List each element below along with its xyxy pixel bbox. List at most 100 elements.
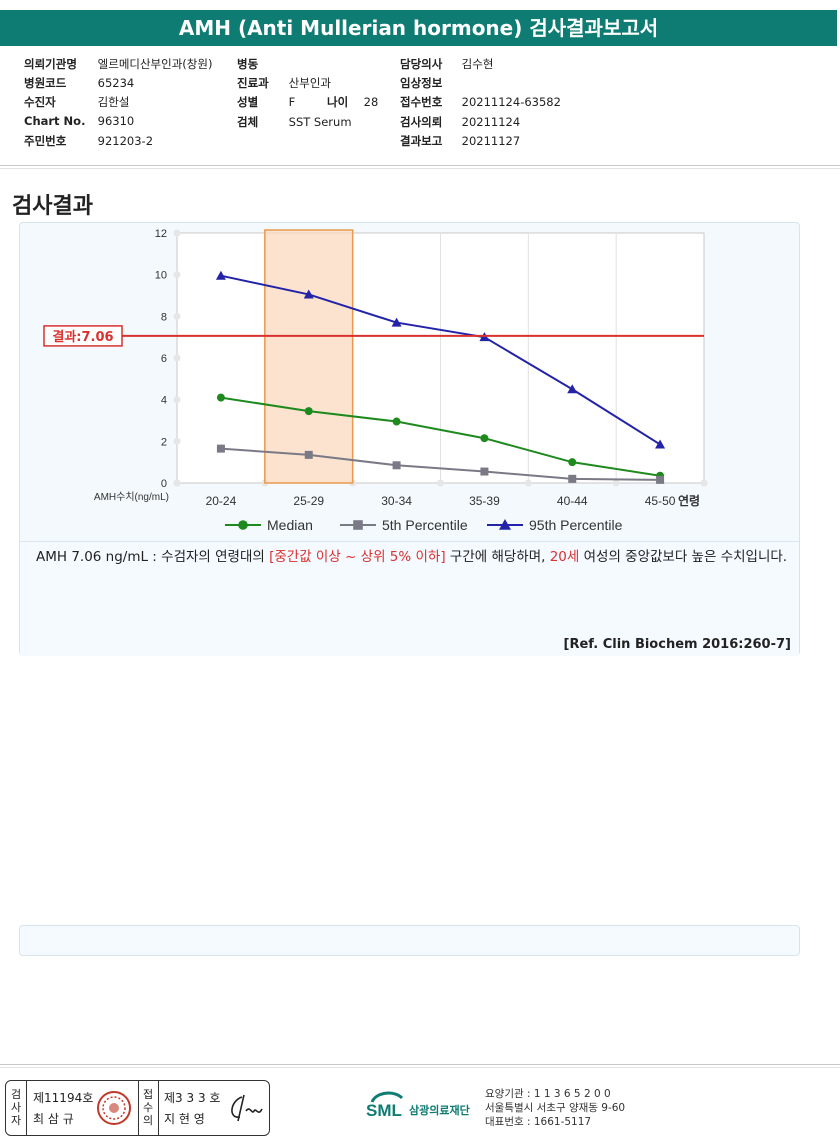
sml-logo-icon: SML 삼광의료재단 — [366, 1091, 470, 1120]
inspector-name: 최 삼 규 — [33, 1112, 74, 1126]
label: 임상정보 — [400, 76, 443, 90]
report-title: AMH (Anti Mullerian hormone) 검사결과보고서 — [0, 10, 837, 46]
divider — [158, 1081, 159, 1135]
y-tick-dot — [173, 479, 181, 487]
label: 접수번호 — [400, 95, 443, 109]
y-tick-label: 10 — [155, 270, 167, 282]
data-point — [568, 474, 577, 483]
desc-text: AMH 7.06 ng/mL : 수검자의 연령대의 — [36, 549, 270, 565]
inspector-license: 제11194호 — [33, 1091, 94, 1105]
y-tick-dot — [173, 396, 181, 404]
inspector-label: 검사자 — [8, 1088, 24, 1127]
label: 검체 — [237, 115, 259, 129]
y-tick-label: 2 — [161, 436, 167, 448]
legend-swatch-marker — [353, 520, 363, 530]
value: F — [288, 95, 296, 109]
value: SST Serum — [288, 115, 352, 129]
info-ward: 병동 — [237, 56, 262, 72]
confirmer-label: 접수의 — [140, 1088, 156, 1127]
inspector-seal — [97, 1091, 131, 1125]
confirmer-name: 지 현 영 — [164, 1112, 205, 1126]
value: 엘르메디산부인과(창원) — [97, 57, 213, 71]
inspector-label-text: 검사자 — [10, 1088, 22, 1127]
series-line — [220, 396, 661, 477]
care-code: 요양기관 : 1 1 3 6 5 2 0 0 — [485, 1088, 611, 1100]
axis-dot — [612, 479, 620, 487]
label: 검사의뢰 — [400, 115, 443, 129]
label: 결과보고 — [400, 134, 443, 148]
legend-swatch-marker — [499, 519, 511, 530]
signature-box: 검사자 제11194호 최 삼 규 접수의 제3 3 3 호 지 현 영 — [5, 1080, 270, 1136]
label: 진료과 — [237, 76, 269, 90]
value: 김한설 — [97, 95, 130, 109]
chart-series — [215, 270, 666, 484]
desc-highlight-age: 20세 — [549, 549, 580, 565]
info-doctor: 담당의사 김수현 — [400, 56, 493, 72]
axis-dot — [700, 479, 708, 487]
x-tick-label: 45-50 — [645, 494, 676, 508]
series-line — [220, 447, 661, 481]
result-description: AMH 7.06 ng/mL : 수검자의 연령대의 [중간값 이상 ~ 상위 … — [36, 546, 796, 568]
legend-label: 5th Percentile — [382, 517, 468, 533]
value: 20211124-63582 — [461, 95, 561, 109]
value: 20211124 — [461, 115, 521, 129]
data-point — [216, 444, 225, 453]
divider — [0, 168, 840, 169]
desc-text: 구간에 해당하며, — [445, 549, 550, 565]
value: 96310 — [97, 114, 135, 128]
data-point — [391, 317, 402, 327]
info-institution: 의뢰기관명 엘르메디산부인과(창원) — [24, 56, 212, 72]
y-tick-label: 0 — [161, 478, 167, 490]
divider — [138, 1081, 139, 1135]
label: 주민번호 — [24, 134, 67, 148]
info-patient: 수진자 김한설 — [24, 94, 129, 110]
value: 산부인과 — [288, 76, 331, 90]
axis-dot — [437, 479, 444, 487]
reference: [Ref. Clin Biochem 2016:260-7] — [563, 637, 791, 652]
x-tick-label: 25-29 — [293, 494, 324, 508]
label: 수진자 — [24, 95, 56, 109]
chart-legend: Median 5th Percentile 95th Percentile — [225, 517, 623, 533]
data-point — [392, 461, 401, 470]
divider — [0, 1064, 840, 1065]
value: 김수현 — [461, 57, 494, 71]
info-hospital-code: 병원코드 65234 — [24, 75, 134, 91]
info-specimen: 검체 SST Serum — [237, 114, 352, 130]
amh-chart: 0 2 4 6 8 10 12 20-24 25-29 30-34 35-39 40-44 45-50… — [43, 228, 708, 533]
legend-swatch-marker — [238, 520, 248, 530]
y-axis: 0 2 4 6 8 10 12 — [155, 228, 181, 490]
section-title: 검사결과 — [12, 194, 93, 219]
y-tick-dot — [173, 229, 181, 237]
divider — [0, 165, 840, 166]
info-resident: 주민번호 921203-2 — [24, 133, 153, 149]
y-tick-dot — [173, 312, 181, 320]
y-tick-label: 6 — [161, 353, 167, 365]
y-tick-dot — [173, 271, 181, 279]
data-point — [480, 434, 489, 443]
value: 28 — [363, 95, 379, 109]
value: 921203-2 — [97, 134, 154, 148]
y-axis-label: AMH수치(ng/mL) — [94, 491, 169, 503]
confirmer-signature — [231, 1094, 263, 1122]
org-address-block: 요양기관 : 1 1 3 6 5 2 0 0 서울특별시 서초구 양재동 9-6… — [485, 1087, 625, 1129]
data-point — [215, 270, 226, 280]
result-label: 결과:7.06 — [52, 329, 113, 345]
phone: 대표번호 : 1661-5117 — [485, 1116, 592, 1128]
chart-grid — [173, 232, 708, 487]
org-name: 삼광의료재단 — [409, 1103, 470, 1117]
y-tick-label: 12 — [155, 228, 167, 240]
divider — [26, 1081, 27, 1135]
label: 병원코드 — [24, 76, 67, 90]
divider — [0, 1067, 840, 1068]
data-point — [392, 417, 401, 426]
logo-text: SML — [366, 1101, 402, 1120]
desc-text: 여성의 중앙값보다 높은 수치입니다. — [579, 549, 788, 565]
x-axis: 20-24 25-29 30-34 35-39 40-44 45-50 — [206, 494, 676, 508]
info-chart: Chart No. 96310 — [24, 114, 134, 128]
info-sex: 성별 F — [237, 94, 295, 110]
result-panel: 0 2 4 6 8 10 12 20-24 25-29 30-34 35-39 40-44 45-50… — [19, 222, 800, 656]
data-point — [303, 289, 314, 299]
description-area: AMH 7.06 ng/mL : 수검자의 연령대의 [중간값 이상 ~ 상위 … — [20, 541, 799, 656]
x-axis-label: 연령 — [678, 493, 700, 508]
x-tick-label: 40-44 — [557, 494, 588, 508]
